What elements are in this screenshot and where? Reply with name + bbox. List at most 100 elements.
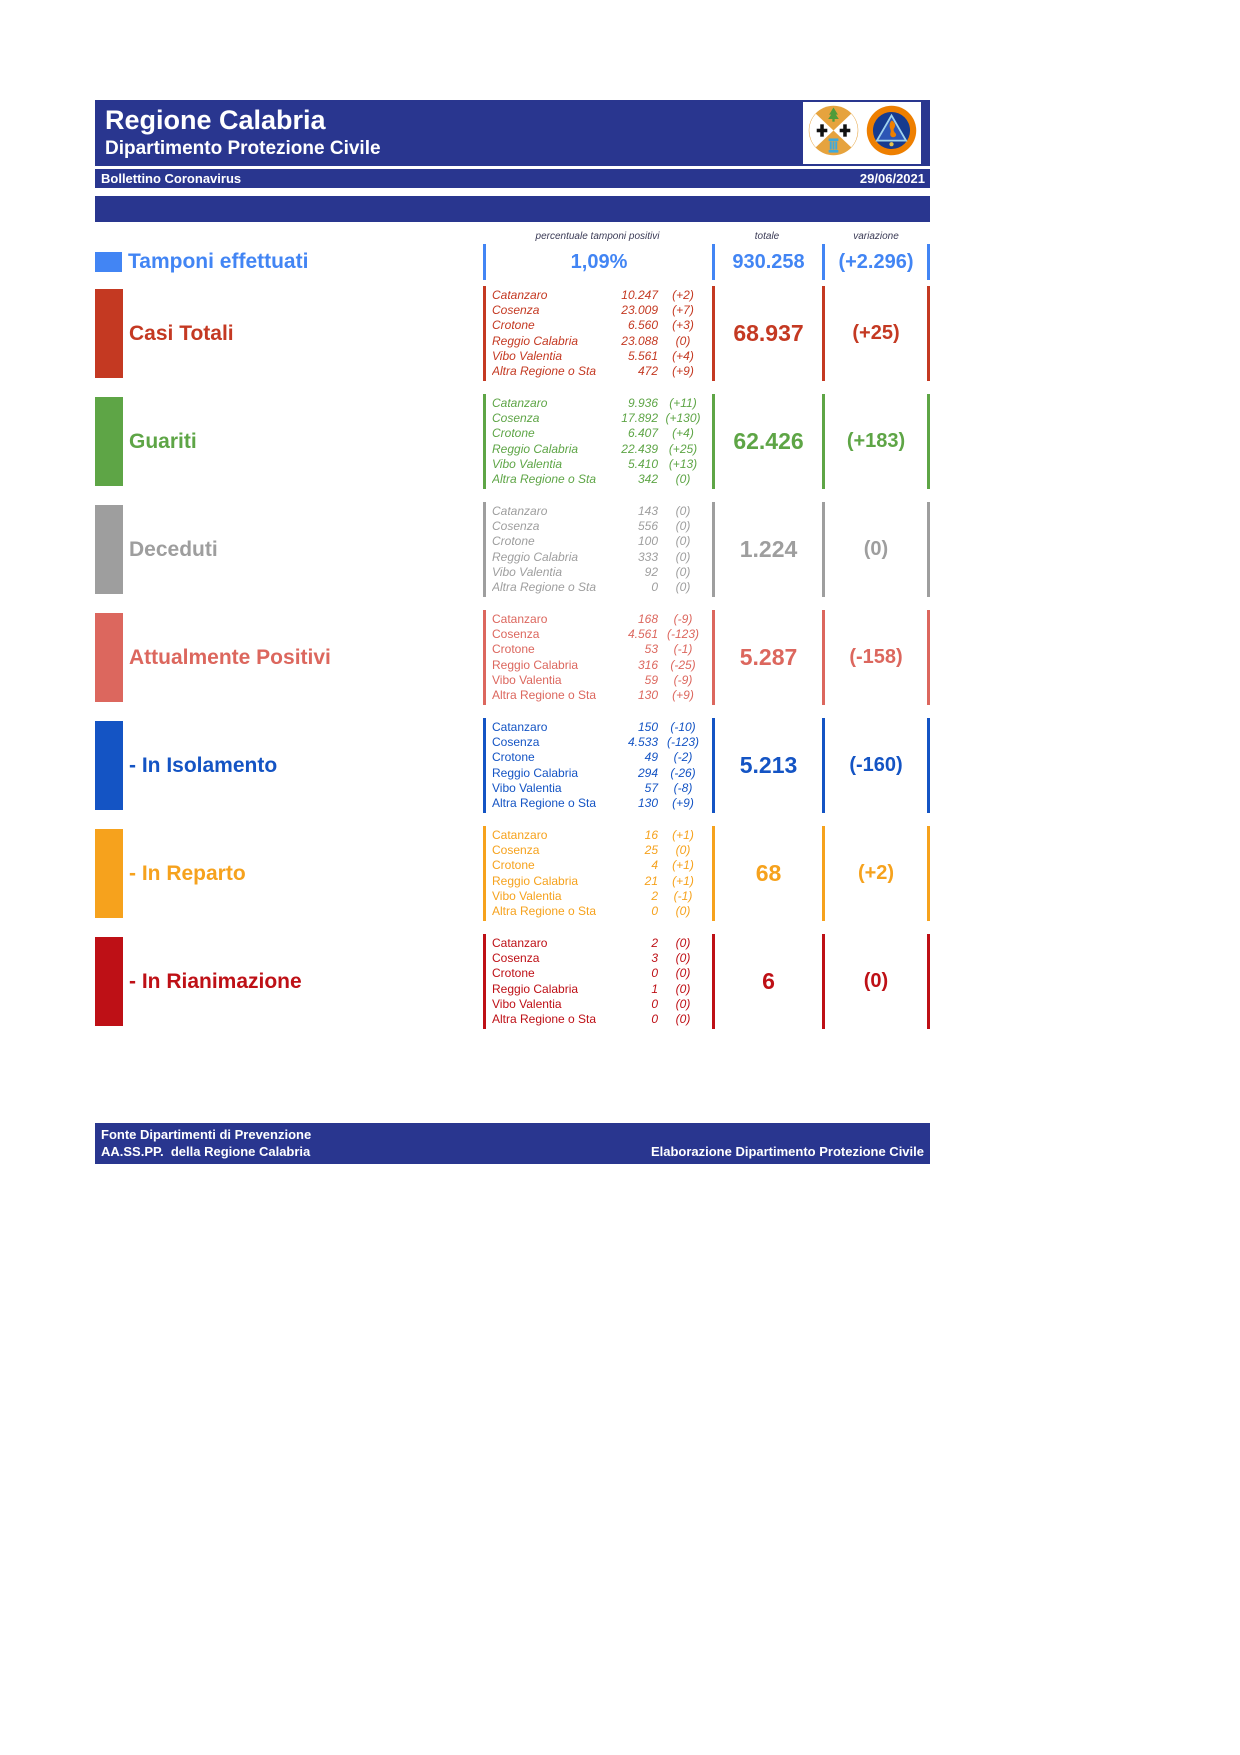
- province-row: Vibo Valentia 59 (-9): [492, 673, 708, 688]
- province-delta: (+4): [672, 426, 694, 441]
- province-value: 57: [644, 780, 658, 795]
- section-total: 68.937: [733, 320, 804, 347]
- province-delta: (+130): [665, 411, 701, 426]
- section-total: 5.287: [739, 644, 798, 671]
- section-color-icon: [95, 289, 123, 379]
- province-delta: (0): [675, 843, 691, 858]
- province-delta: (0): [675, 333, 691, 348]
- province-row: Catanzaro 9.936 (+11): [492, 396, 708, 411]
- section-variation: (+2): [857, 862, 895, 885]
- province-name: Catanzaro: [492, 396, 548, 410]
- bulletin-title: Bollettino Coronavirus: [101, 171, 242, 186]
- province-value: 0: [651, 966, 658, 981]
- province-name: Reggio Calabria: [492, 981, 579, 996]
- section-variation: (-158): [849, 646, 903, 669]
- column-headers: percentuale tamponi positivi totale vari…: [95, 226, 930, 242]
- province-delta: (-123): [666, 735, 699, 750]
- province-list: Catanzaro 168 (-9) Cosenza 4.561 (-123) …: [483, 610, 712, 706]
- province-row: Catanzaro 143 (0): [492, 504, 708, 519]
- province-value: 100: [637, 534, 658, 549]
- column-header-variation: variazione: [853, 231, 899, 242]
- section-label: Casi Totali: [129, 321, 234, 345]
- footer-source-line1: Fonte Dipartimenti di Prevenzione: [101, 1127, 312, 1142]
- province-name: Reggio Calabria: [492, 657, 579, 672]
- province-delta: (0): [675, 564, 691, 579]
- province-name: Crotone: [492, 642, 535, 657]
- province-delta: (0): [675, 519, 691, 534]
- province-value: 333: [637, 549, 658, 564]
- province-name: Cosenza: [492, 519, 540, 534]
- province-value: 6.407: [627, 426, 658, 441]
- province-value: 53: [644, 642, 658, 657]
- province-value: 4.561: [627, 627, 658, 642]
- section-label: - In Rianimazione: [129, 969, 302, 993]
- province-name: Altra Regione o Stato Estero: [492, 580, 596, 595]
- province-value: 342: [637, 472, 658, 487]
- province-value: 4.533: [627, 735, 658, 750]
- province-list: Catanzaro 2 (0) Cosenza 3 (0) Crotone 0 …: [483, 934, 712, 1030]
- province-name: Altra Regione o Stato Estero: [492, 688, 596, 703]
- province-row: Altra Regione o Stato Estero 472 (+9): [492, 364, 708, 379]
- section-variation: (0): [863, 538, 889, 561]
- province-delta: (+9): [672, 364, 694, 379]
- section-color-icon: [95, 937, 123, 1027]
- province-delta: (0): [675, 1012, 691, 1027]
- province-name: Crotone: [492, 318, 535, 333]
- section-color-icon: [95, 613, 123, 703]
- province-row: Crotone 0 (0): [492, 966, 708, 981]
- province-name: Catanzaro: [492, 828, 548, 842]
- province-name: Cosenza: [492, 627, 540, 642]
- section-in-rianimazione: - In Rianimazione Catanzaro 2 (0) Cosenz…: [95, 934, 930, 1030]
- province-name: Cosenza: [492, 303, 540, 318]
- province-delta: (+3): [672, 318, 694, 333]
- footer-elaboration: Elaborazione Dipartimento Protezione Civ…: [650, 1144, 924, 1159]
- province-delta: (-9): [673, 672, 693, 687]
- province-name: Catanzaro: [492, 504, 548, 518]
- province-value: 556: [637, 519, 658, 534]
- province-row: Reggio Calabria 1 (0): [492, 982, 708, 997]
- province-delta: (-2): [673, 750, 693, 765]
- section-casi-totali: Casi Totali Catanzaro 10.247 (+2) Cosenz…: [95, 286, 930, 382]
- province-name: Reggio Calabria: [492, 873, 579, 888]
- province-name: Cosenza: [492, 735, 540, 750]
- bulletin-bar: Bollettino Coronavirus 29/06/2021: [95, 169, 930, 188]
- province-delta: (+7): [672, 303, 694, 318]
- province-value: 130: [637, 688, 658, 703]
- province-delta: (-26): [670, 765, 696, 780]
- province-delta: (+4): [672, 348, 694, 363]
- province-delta: (+9): [672, 796, 694, 811]
- bulletin-date: 29/06/2021: [859, 171, 925, 186]
- section-color-icon: [95, 829, 123, 919]
- province-name: Reggio Calabria: [492, 441, 579, 456]
- section-attualmente-positivi: Attualmente Positivi Catanzaro 168 (-9) …: [95, 610, 930, 706]
- province-list: Catanzaro 16 (+1) Cosenza 25 (0) Crotone…: [483, 826, 712, 922]
- province-value: 130: [637, 796, 658, 811]
- section-deceduti: Deceduti Catanzaro 143 (0) Cosenza 556 (…: [95, 502, 930, 598]
- regione-calabria-coat-of-arms-icon: [807, 104, 860, 162]
- province-name: Catanzaro: [492, 720, 548, 734]
- province-value: 4: [651, 858, 658, 873]
- province-value: 0: [651, 580, 658, 595]
- section-total: 68: [755, 860, 782, 887]
- tamponi-row: Tamponi effettuati 1,09% 930.258 (+2.296…: [95, 244, 930, 280]
- province-row: Vibo Valentia 2 (-1): [492, 889, 708, 904]
- province-row: Altra Regione o Stato Estero 0 (0): [492, 1012, 708, 1027]
- province-delta: (0): [675, 981, 691, 996]
- province-delta: (0): [675, 936, 691, 950]
- province-row: Cosenza 3 (0): [492, 951, 708, 966]
- province-delta: (-10): [670, 720, 696, 734]
- province-name: Catanzaro: [492, 936, 548, 950]
- province-name: Crotone: [492, 426, 535, 441]
- province-row: Cosenza 4.533 (-123): [492, 735, 708, 750]
- province-delta: (0): [675, 504, 691, 518]
- province-name: Vibo Valentia: [492, 456, 563, 471]
- province-delta: (-1): [673, 888, 693, 903]
- province-value: 21: [644, 873, 658, 888]
- province-list: Catanzaro 150 (-10) Cosenza 4.533 (-123)…: [483, 718, 712, 814]
- province-row: Catanzaro 10.247 (+2): [492, 288, 708, 303]
- province-delta: (-9): [673, 612, 693, 626]
- province-list: Catanzaro 10.247 (+2) Cosenza 23.009 (+7…: [483, 286, 712, 382]
- footer-source-line2: AA.SS.PP. della Regione Calabria: [101, 1144, 311, 1159]
- province-name: Vibo Valentia: [492, 348, 563, 363]
- province-row: Altra Regione o Stato Estero 342 (0): [492, 472, 708, 487]
